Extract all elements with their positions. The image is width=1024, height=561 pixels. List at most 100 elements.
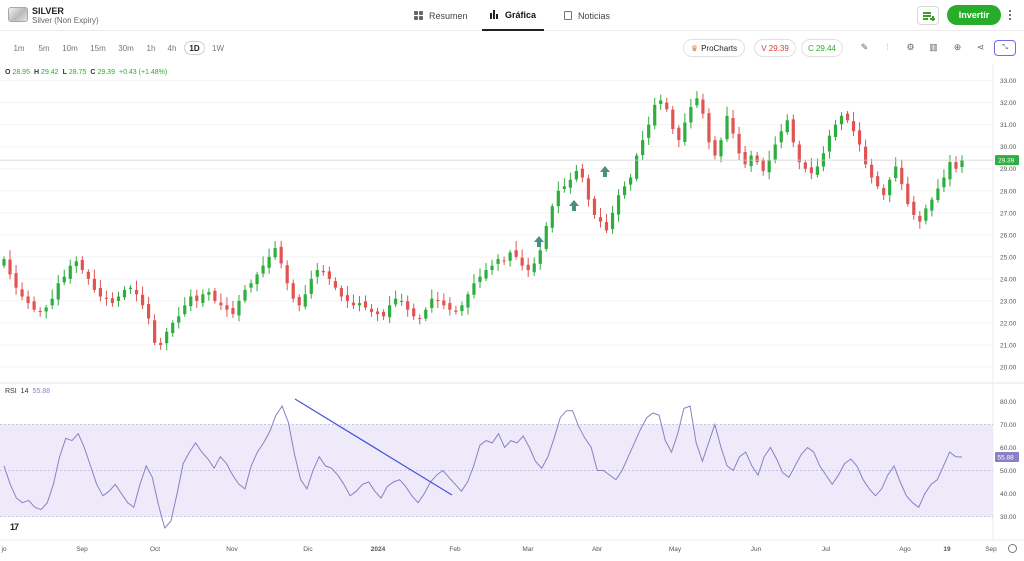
rsi-tick-label: 60.00 — [1000, 445, 1017, 452]
x-axis-label: 2024 — [371, 546, 386, 553]
candle-body — [140, 294, 145, 306]
candle-body — [128, 287, 133, 290]
candle-body — [255, 274, 259, 285]
candle-body — [857, 130, 862, 145]
candle-body — [544, 226, 548, 249]
candle-body — [56, 283, 60, 300]
candle-body — [701, 99, 705, 114]
timeframe-10m[interactable]: 10m — [62, 43, 78, 53]
candle-body — [291, 283, 295, 299]
price-tick-label: 31.00 — [1000, 122, 1017, 129]
high-value: 29.42 — [41, 69, 59, 76]
buy-price-button[interactable]: C 29.44 — [801, 39, 843, 57]
candle-body — [580, 168, 585, 178]
candle-body — [2, 259, 6, 266]
candle-body — [719, 140, 723, 157]
add-to-watchlist-button[interactable] — [917, 6, 939, 25]
timeframe-1w[interactable]: 1W — [212, 43, 224, 53]
axis-settings-icon[interactable] — [1008, 544, 1017, 553]
invest-button[interactable]: Invertir — [947, 5, 1001, 25]
timeframe-5m[interactable]: 5m — [38, 43, 50, 53]
tab-grafica[interactable]: Gráfica — [482, 0, 544, 31]
candle-body — [538, 250, 542, 264]
candle-body — [815, 166, 819, 175]
candle-body — [948, 162, 952, 180]
candle-body — [731, 118, 735, 134]
last-price-tag — [995, 155, 1019, 166]
price-tick-label: 25.00 — [1000, 254, 1017, 261]
candle-body — [183, 305, 187, 315]
candle-body — [321, 270, 325, 273]
candle-body — [616, 195, 621, 215]
candle-body — [375, 311, 380, 315]
indicators-icon[interactable]: ⫶ — [886, 42, 889, 52]
candle-body — [960, 160, 964, 167]
tab-noticias[interactable]: Noticias — [564, 0, 610, 31]
silver-bar-logo — [8, 7, 28, 22]
chart-toolbar: 1m 5m 10m 15m 30m 1h 4h 1D 1W ♛ ProChart… — [0, 31, 1024, 63]
timeframe-1d[interactable]: 1D — [184, 41, 205, 55]
draw-pencil-icon[interactable]: ✎ — [860, 42, 869, 52]
rsi-legend: RSI 14 55.88 — [5, 388, 50, 395]
add-icon[interactable]: ⊕ — [953, 42, 962, 52]
candle-body — [912, 201, 916, 215]
kebab-menu-icon[interactable] — [1008, 9, 1012, 22]
price-chart[interactable]: 33.00 32.00 31.00 30.00 29.00 28.00 27.00 26.00… — [0, 63, 1024, 561]
price-tick-label: 33.00 — [1000, 78, 1017, 85]
price-tick-label: 29.00 — [1000, 166, 1017, 173]
candle-body — [809, 167, 813, 174]
candle-body — [532, 263, 536, 273]
candle-body — [110, 298, 115, 304]
candle-body — [888, 179, 892, 196]
timeframe-30m[interactable]: 30m — [118, 43, 134, 53]
share-icon[interactable]: ⋖ — [976, 42, 985, 52]
procharts-button[interactable]: ♛ ProCharts — [683, 39, 745, 57]
chart-type-icon[interactable]: ▥ — [929, 42, 938, 52]
candle-body — [68, 265, 72, 279]
rsi-value-tag — [995, 451, 1019, 462]
settings-gear-icon[interactable]: ⚙ — [906, 42, 915, 52]
x-axis-label: Mar — [522, 546, 534, 553]
candle-body — [406, 301, 410, 310]
candle-body — [219, 302, 223, 306]
sell-price-button[interactable]: V 29.39 — [754, 39, 796, 57]
candle-body — [388, 305, 392, 318]
news-icon — [564, 11, 572, 20]
open-label: O — [5, 69, 11, 76]
close-value: 29.39 — [97, 69, 115, 76]
candle-body — [171, 322, 175, 334]
change-value: +0.43 (+1.48%) — [118, 69, 168, 76]
timeframe-4h[interactable]: 4h — [167, 43, 177, 53]
candle-body — [665, 102, 669, 110]
candle-body — [695, 98, 699, 106]
procharts-icon: ♛ — [690, 43, 699, 53]
fullscreen-icon[interactable]: ⤡ — [994, 40, 1016, 56]
candle-body — [418, 318, 422, 320]
candle-body — [791, 119, 795, 143]
rsi-value: 55.88 — [32, 388, 50, 395]
x-axis-label: jo — [0, 546, 6, 553]
candle-body — [134, 289, 139, 295]
candle-body — [273, 248, 277, 258]
rsi-period: 14 — [20, 388, 29, 395]
candle-body — [345, 295, 350, 301]
candle-body — [622, 186, 627, 196]
candle-body — [38, 311, 42, 313]
x-axis-label: Sep — [76, 546, 88, 553]
candle-body — [436, 300, 440, 302]
candle-body — [900, 167, 904, 185]
x-axis-label: May — [669, 546, 682, 553]
timeframe-1h[interactable]: 1h — [146, 43, 156, 53]
grid-icon — [414, 11, 423, 20]
candle-body — [14, 273, 18, 288]
candle-body — [610, 212, 615, 230]
timeframe-15m[interactable]: 15m — [90, 43, 106, 53]
timeframe-1m[interactable]: 1m — [13, 43, 25, 53]
tab-resumen[interactable]: Resumen — [414, 0, 468, 31]
rsi-tick-label: 30.00 — [1000, 514, 1017, 521]
candle-body — [165, 331, 169, 344]
candle-body — [86, 271, 90, 279]
candle-body — [159, 342, 163, 345]
close-label: C — [90, 69, 96, 76]
candle-body — [556, 190, 560, 207]
